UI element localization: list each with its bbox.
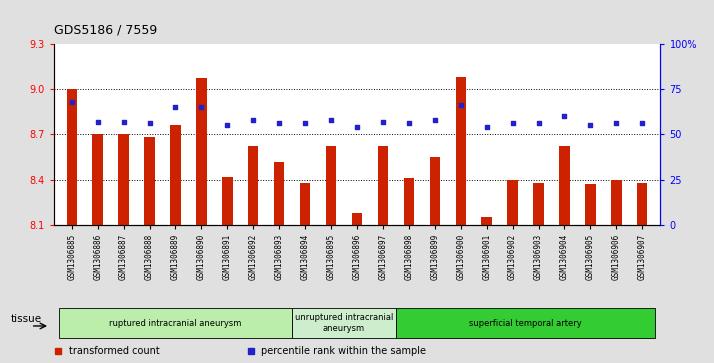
Point bbox=[326, 117, 337, 123]
Point bbox=[455, 102, 466, 108]
Bar bbox=[196, 78, 206, 225]
Point bbox=[170, 104, 181, 110]
Point bbox=[351, 124, 363, 130]
Bar bbox=[585, 184, 595, 225]
Bar bbox=[92, 134, 103, 225]
Text: unruptured intracranial
aneurysm: unruptured intracranial aneurysm bbox=[295, 313, 393, 333]
Point bbox=[637, 121, 648, 126]
Bar bbox=[508, 180, 518, 225]
Bar bbox=[144, 137, 155, 225]
Point bbox=[299, 121, 311, 126]
Bar bbox=[481, 217, 492, 225]
Bar bbox=[637, 183, 648, 225]
Bar bbox=[222, 177, 233, 225]
Point bbox=[66, 99, 77, 105]
Bar bbox=[170, 125, 181, 225]
Bar bbox=[352, 213, 362, 225]
Point bbox=[92, 119, 104, 125]
Bar bbox=[533, 183, 544, 225]
Point bbox=[507, 121, 518, 126]
FancyBboxPatch shape bbox=[396, 308, 655, 338]
Point bbox=[559, 113, 570, 119]
Point bbox=[377, 119, 388, 125]
FancyBboxPatch shape bbox=[59, 308, 292, 338]
Point bbox=[144, 121, 155, 126]
Bar bbox=[248, 146, 258, 225]
Bar bbox=[300, 183, 311, 225]
Text: superficial temporal artery: superficial temporal artery bbox=[469, 319, 582, 327]
Text: tissue: tissue bbox=[11, 314, 42, 325]
Point bbox=[196, 104, 207, 110]
Point bbox=[533, 121, 544, 126]
Point bbox=[248, 117, 259, 123]
Point bbox=[585, 122, 596, 128]
Bar bbox=[456, 77, 466, 225]
Bar bbox=[66, 89, 77, 225]
Bar bbox=[559, 146, 570, 225]
Bar bbox=[378, 146, 388, 225]
Text: percentile rank within the sample: percentile rank within the sample bbox=[261, 346, 426, 356]
Point bbox=[118, 119, 129, 125]
Text: transformed count: transformed count bbox=[69, 346, 159, 356]
Bar bbox=[274, 162, 284, 225]
Text: ruptured intracranial aneurysm: ruptured intracranial aneurysm bbox=[109, 319, 241, 327]
Bar bbox=[119, 134, 129, 225]
Bar bbox=[326, 146, 336, 225]
FancyBboxPatch shape bbox=[292, 308, 396, 338]
Point bbox=[481, 124, 493, 130]
Text: GDS5186 / 7559: GDS5186 / 7559 bbox=[54, 23, 157, 36]
Bar bbox=[403, 178, 414, 225]
Point bbox=[403, 121, 415, 126]
Point bbox=[610, 121, 622, 126]
Point bbox=[429, 117, 441, 123]
Point bbox=[273, 121, 285, 126]
Bar bbox=[611, 180, 622, 225]
Point bbox=[221, 122, 233, 128]
Bar bbox=[430, 157, 440, 225]
